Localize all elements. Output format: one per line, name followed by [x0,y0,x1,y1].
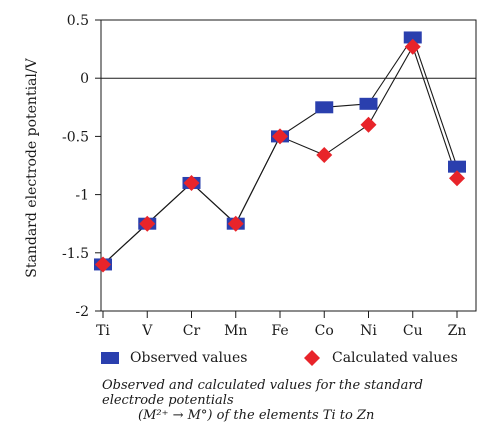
x-tick-label-fe: Fe [271,323,288,339]
calculated-values-line [102,45,458,265]
observed-point-zn [448,160,466,173]
calculated-point-cr [183,174,200,191]
calculated-point-zn [449,170,465,187]
x-tick-label-co: Co [315,323,334,339]
y-tick-label: 0.5 [67,13,89,29]
calculated-point-fe [272,128,288,145]
y-tick-label: -1.5 [62,246,89,262]
y-axis-label: Standard electrode potential/V [24,57,40,277]
caption-line-1: Observed and calculated values for the s… [102,378,423,393]
x-tick-label-ti: Ti [96,323,110,339]
legend-item-calculated: Calculated values [302,350,458,366]
y-tick-label: -2 [75,304,89,320]
calculated-point-v [139,215,156,232]
legend-label-observed: Observed values [130,350,248,366]
legend: Observed values Calculated values [100,350,480,370]
calculated-point-cu [404,38,421,55]
legend-item-observed: Observed values [100,350,247,366]
plot-frame [100,19,477,312]
x-tick-label-cr: Cr [183,323,201,339]
x-tick-label-mn: Mn [224,323,247,339]
x-tick-label-ni: Ni [360,323,377,339]
legend-diamond-marker [304,350,320,366]
figure-caption: Observed and calculated values for the s… [102,378,482,423]
y-tick-label: -0.5 [62,129,89,145]
chart: 0.5 0 -0.5 -1 -1.5 -2 Ti V Cr Mn Fe Co Ni Cu Zn Standa… [24,13,477,339]
y-tick-label: -1 [75,188,89,204]
observed-point-ni [359,97,378,110]
legend-square-marker [101,352,119,364]
calculated-point-mn [227,215,244,232]
x-tick-label-v: V [141,323,153,339]
calculated-point-co [316,147,333,164]
calculated-point-ti [95,256,111,273]
observed-point-co [315,101,334,114]
y-tick-label: 0 [80,71,89,87]
series-lines [102,36,458,265]
x-tick-label-zn: Zn [448,323,467,339]
x-tick-label-cu: Cu [403,323,423,339]
observed-values-line [102,36,458,265]
caption-line-3: (M²⁺ → M°) of the elements Ti to Zn [138,408,375,423]
observed-point-cu [403,31,422,44]
calculated-point-ni [360,116,377,133]
caption-line-2: electrode potentials [102,393,234,408]
legend-label-calculated: Calculated values [332,350,458,366]
chart-axes: 0.5 0 -0.5 -1 -1.5 -2 Ti V Cr Mn Fe Co Ni Cu Zn [62,13,477,339]
series-markers [94,31,466,273]
